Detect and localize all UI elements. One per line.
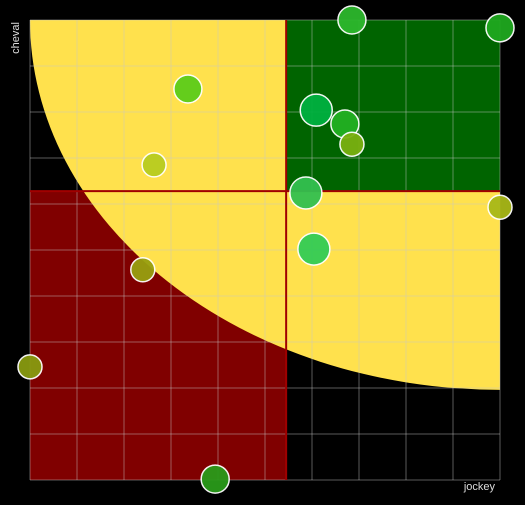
points (17, 5, 515, 494)
point (337, 5, 367, 35)
grid (29, 19, 501, 481)
x-axis-label: jockey (463, 481, 496, 493)
point (289, 176, 323, 210)
point (299, 93, 333, 127)
quadrants (30, 20, 500, 480)
point (130, 257, 156, 283)
point (141, 152, 167, 178)
point (173, 74, 203, 104)
point (485, 13, 515, 43)
point (200, 464, 230, 494)
point (17, 354, 43, 380)
point (339, 131, 365, 157)
y-axis-label: cheval (10, 22, 22, 54)
point (297, 232, 331, 266)
point (487, 194, 513, 220)
